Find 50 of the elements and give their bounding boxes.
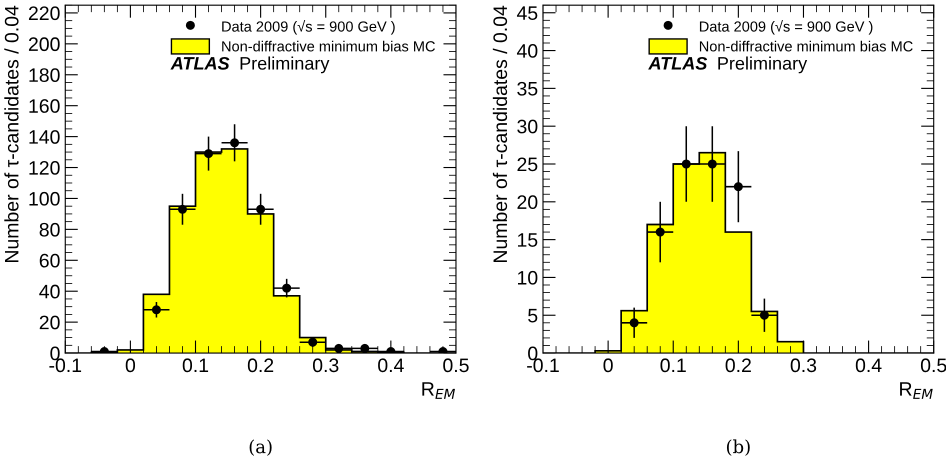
y-tick-label: 100 bbox=[29, 192, 60, 206]
y-tick-label: 40 bbox=[39, 284, 60, 298]
annotation: ATLAS bbox=[648, 56, 708, 70]
y-tick-label: 160 bbox=[29, 99, 60, 113]
x-tick-label: -0.1 bbox=[49, 358, 82, 372]
x-tick-label: 0.4 bbox=[856, 358, 882, 372]
x-tick-label: 0.2 bbox=[248, 358, 274, 372]
text: (b) bbox=[726, 439, 750, 456]
x-tick-label: 0.2 bbox=[726, 358, 751, 372]
y-tick-label: 120 bbox=[29, 160, 60, 175]
legend-label: Data 2009 (√s = 900 GeV ) bbox=[700, 20, 872, 35]
y-tick-label: 220 bbox=[28, 6, 60, 20]
x-axis-title: R$_{EM}$ bbox=[900, 382, 933, 399]
x-tick-label: 0.5 bbox=[920, 358, 946, 372]
y-tick-label: 0 bbox=[50, 346, 60, 360]
legend-label: Non-diffractive minimum bias MC bbox=[222, 40, 435, 52]
x-tick-label: 0.3 bbox=[790, 358, 816, 372]
y-tick-label: 35 bbox=[517, 82, 538, 96]
text: (a) bbox=[250, 439, 272, 456]
y-tick-label: 20 bbox=[40, 316, 60, 330]
y-tick-label: 0 bbox=[528, 346, 538, 360]
legend-label: Non-diffractive minimum bias MC bbox=[700, 40, 913, 52]
x-tick-label: 0.1 bbox=[182, 358, 208, 372]
y-tick-label: 200 bbox=[28, 37, 60, 52]
y-axis-title: Number of τ-candidates / 0.04 bbox=[4, 6, 19, 262]
x-tick-label: 0 bbox=[126, 358, 136, 372]
y-tick-label: 10 bbox=[518, 270, 538, 285]
y-tick-label: 40 bbox=[516, 44, 538, 58]
x-tick-label: 0.1 bbox=[660, 358, 686, 372]
y-tick-label: 25 bbox=[517, 157, 538, 172]
y-tick-label: 80 bbox=[40, 222, 60, 237]
legend-label: Data 2009 (√s = 900 GeV ) bbox=[222, 20, 395, 35]
y-tick-label: 20 bbox=[517, 195, 538, 210]
annotation: Preliminary bbox=[240, 56, 330, 74]
y-tick-label: 15 bbox=[518, 233, 538, 247]
y-tick-label: 30 bbox=[517, 120, 538, 134]
y-tick-label: 5 bbox=[528, 308, 538, 322]
y-tick-label: 180 bbox=[29, 68, 60, 82]
annotation: Preliminary bbox=[718, 56, 808, 74]
y-tick-label: 45 bbox=[516, 6, 538, 20]
x-tick-label: 0.5 bbox=[443, 358, 469, 372]
y-axis-title: Number of τ-candidates / 0.04 bbox=[492, 6, 508, 262]
x-tick-label: 0.4 bbox=[378, 358, 404, 372]
x-tick-label: -0.1 bbox=[527, 358, 559, 372]
x-tick-label: 0.3 bbox=[312, 358, 338, 372]
x-tick-label: 0 bbox=[603, 358, 613, 372]
y-tick-label: 140 bbox=[29, 130, 60, 144]
x-axis-title: R$_{EM}$ bbox=[422, 382, 455, 399]
annotation: ATLAS bbox=[170, 56, 230, 70]
y-tick-label: 60 bbox=[40, 254, 60, 268]
